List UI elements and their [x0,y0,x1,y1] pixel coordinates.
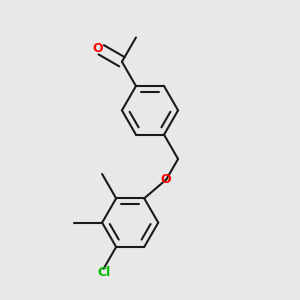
Text: Cl: Cl [97,266,110,279]
Text: O: O [161,173,172,186]
Text: O: O [92,42,103,55]
